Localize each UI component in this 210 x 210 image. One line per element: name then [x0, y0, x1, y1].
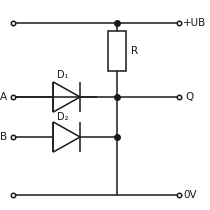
Text: A: A — [0, 92, 7, 102]
Bar — [108, 31, 126, 71]
Text: D₂: D₂ — [57, 112, 68, 122]
Text: Q: Q — [185, 92, 194, 102]
Text: B: B — [0, 132, 7, 142]
Text: D₁: D₁ — [57, 70, 68, 80]
Text: R: R — [131, 46, 139, 56]
Text: +UB: +UB — [184, 18, 207, 28]
Text: 0V: 0V — [184, 190, 197, 200]
